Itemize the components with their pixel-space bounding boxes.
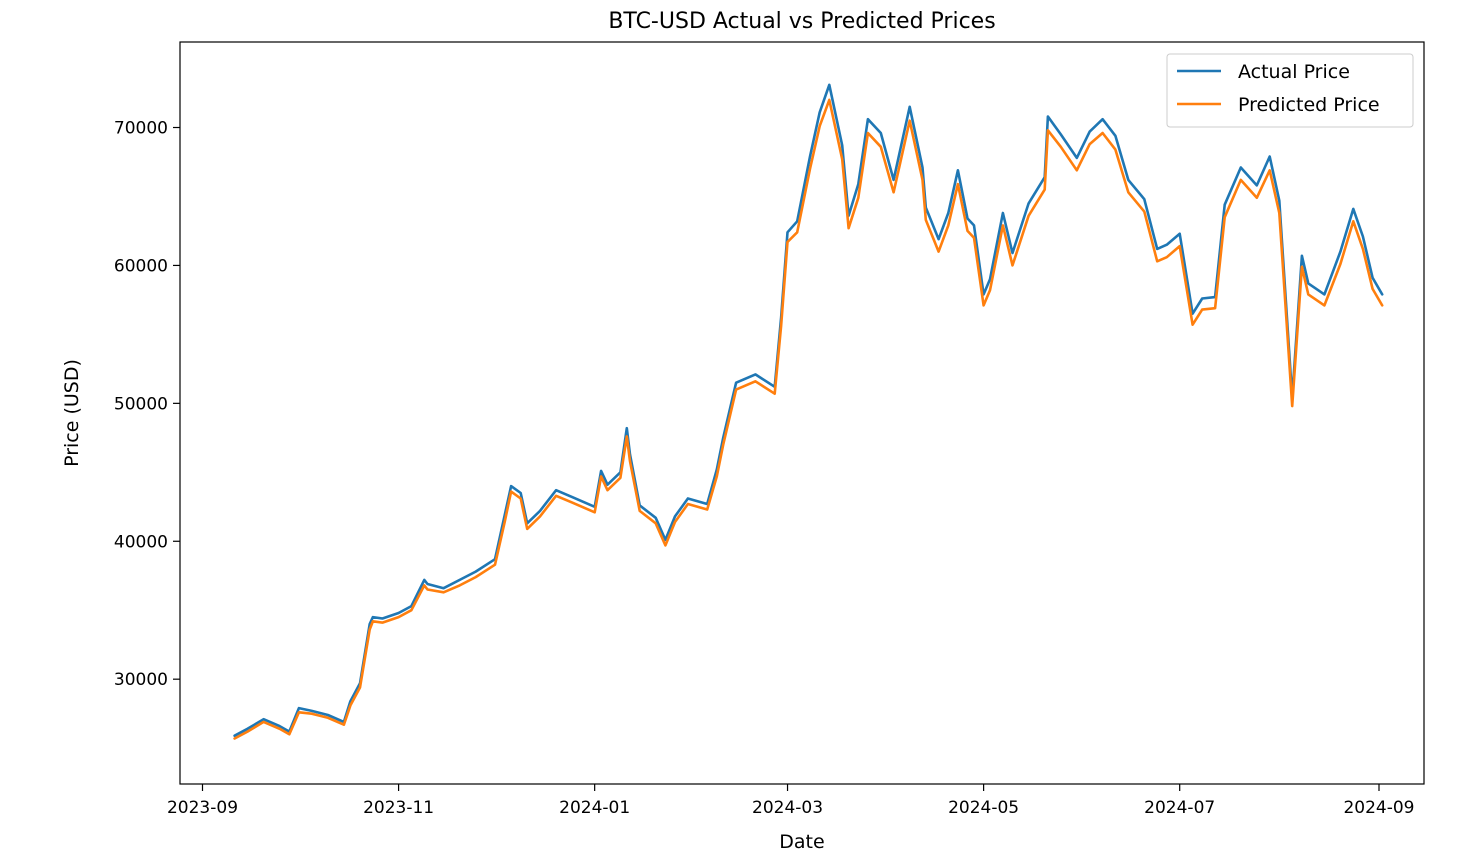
x-tick-label: 2024-07 — [1144, 798, 1215, 818]
y-tick-label: 50000 — [114, 394, 168, 414]
plot-frame — [179, 41, 1425, 785]
legend: Actual Price Predicted Price — [1166, 53, 1414, 128]
legend-label-actual: Actual Price — [1238, 61, 1350, 83]
x-axis-label: Date — [779, 831, 824, 853]
y-axis: 30000 40000 50000 60000 70000 — [114, 119, 180, 690]
x-tick-label: 2024-09 — [1343, 798, 1414, 818]
series-line-actual-price — [233, 83, 1384, 738]
plot-area — [179, 41, 1425, 785]
y-tick-label: 60000 — [114, 256, 168, 276]
y-axis-label: Price (USD) — [61, 359, 83, 467]
y-tick-label: 70000 — [114, 119, 168, 139]
x-axis: 2023-09 2023-11 2024-01 2024-03 2024-05 2024-… — [167, 784, 1415, 818]
x-tick-label: 2024-05 — [948, 798, 1019, 818]
legend-label-predicted: Predicted Price — [1238, 94, 1380, 116]
legend-box — [1166, 53, 1414, 128]
y-tick-label: 40000 — [114, 532, 168, 552]
series-line-predicted-price — [233, 98, 1384, 740]
y-tick-label: 30000 — [114, 670, 168, 690]
x-tick-label: 2024-01 — [559, 798, 630, 818]
chart-title: BTC-USD Actual vs Predicted Prices — [608, 9, 995, 34]
x-tick-label: 2023-09 — [167, 798, 238, 818]
series-lines — [233, 83, 1384, 740]
x-tick-label: 2024-03 — [752, 798, 823, 818]
x-tick-label: 2023-11 — [363, 798, 434, 818]
